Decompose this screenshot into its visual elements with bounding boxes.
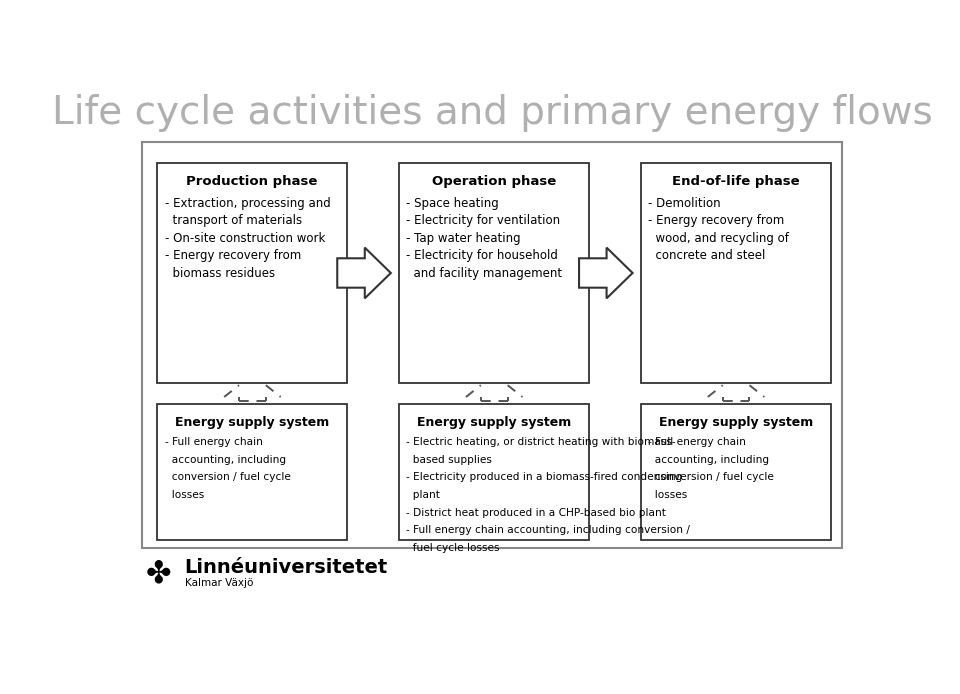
Text: Energy supply system: Energy supply system	[417, 416, 571, 429]
Text: - Tap water heating: - Tap water heating	[406, 232, 521, 245]
Text: Energy supply system: Energy supply system	[659, 416, 813, 429]
Bar	[157, 404, 347, 540]
Bar	[399, 404, 588, 540]
Text: - Energy recovery from: - Energy recovery from	[165, 249, 300, 262]
Text: - Extraction, processing and: - Extraction, processing and	[165, 196, 330, 210]
Text: - Energy recovery from: - Energy recovery from	[648, 214, 784, 227]
Text: transport of materials: transport of materials	[165, 214, 301, 227]
Bar	[399, 164, 588, 382]
Text: - Full energy chain accounting, including conversion /: - Full energy chain accounting, includin…	[406, 525, 690, 535]
Text: conversion / fuel cycle: conversion / fuel cycle	[648, 473, 774, 482]
Text: - District heat produced in a CHP-based bio plant: - District heat produced in a CHP-based …	[406, 507, 666, 518]
Text: Production phase: Production phase	[186, 175, 318, 188]
Bar	[157, 164, 347, 382]
Text: Linnéuniversitetet: Linnéuniversitetet	[184, 558, 388, 577]
Text: Operation phase: Operation phase	[432, 175, 556, 188]
Text: and facility management: and facility management	[406, 267, 563, 280]
Polygon shape	[337, 248, 391, 298]
Text: - On-site construction work: - On-site construction work	[165, 232, 325, 245]
Text: Energy supply system: Energy supply system	[175, 416, 329, 429]
Text: based supplies: based supplies	[406, 455, 492, 465]
Text: End-of-life phase: End-of-life phase	[672, 175, 800, 188]
Bar	[641, 164, 830, 382]
Text: - Full energy chain: - Full energy chain	[165, 437, 262, 447]
Text: - Full energy chain: - Full energy chain	[648, 437, 746, 447]
Text: accounting, including: accounting, including	[165, 455, 286, 465]
Text: - Electricity produced in a biomass-fired condensing: - Electricity produced in a biomass-fire…	[406, 473, 683, 482]
Text: losses: losses	[165, 490, 204, 500]
Text: Kalmar Växjö: Kalmar Växjö	[184, 579, 253, 589]
Text: - Electricity for household: - Electricity for household	[406, 249, 559, 262]
Text: - Electricity for ventilation: - Electricity for ventilation	[406, 214, 561, 227]
Polygon shape	[579, 248, 633, 298]
Text: ✤: ✤	[146, 559, 172, 589]
Text: wood, and recycling of: wood, and recycling of	[648, 232, 789, 245]
Text: fuel cycle losses: fuel cycle losses	[406, 543, 500, 553]
Text: plant: plant	[406, 490, 441, 500]
Text: biomass residues: biomass residues	[165, 267, 275, 280]
Text: - Electric heating, or district heating with biomass-: - Electric heating, or district heating …	[406, 437, 676, 447]
Bar	[641, 404, 830, 540]
Text: - Space heating: - Space heating	[406, 196, 499, 210]
Text: Life cycle activities and primary energy flows: Life cycle activities and primary energy…	[52, 94, 932, 132]
Text: losses: losses	[648, 490, 687, 500]
Text: accounting, including: accounting, including	[648, 455, 769, 465]
Text: - Demolition: - Demolition	[648, 196, 721, 210]
Text: conversion / fuel cycle: conversion / fuel cycle	[165, 473, 291, 482]
Bar	[142, 142, 842, 548]
Text: concrete and steel: concrete and steel	[648, 249, 766, 262]
